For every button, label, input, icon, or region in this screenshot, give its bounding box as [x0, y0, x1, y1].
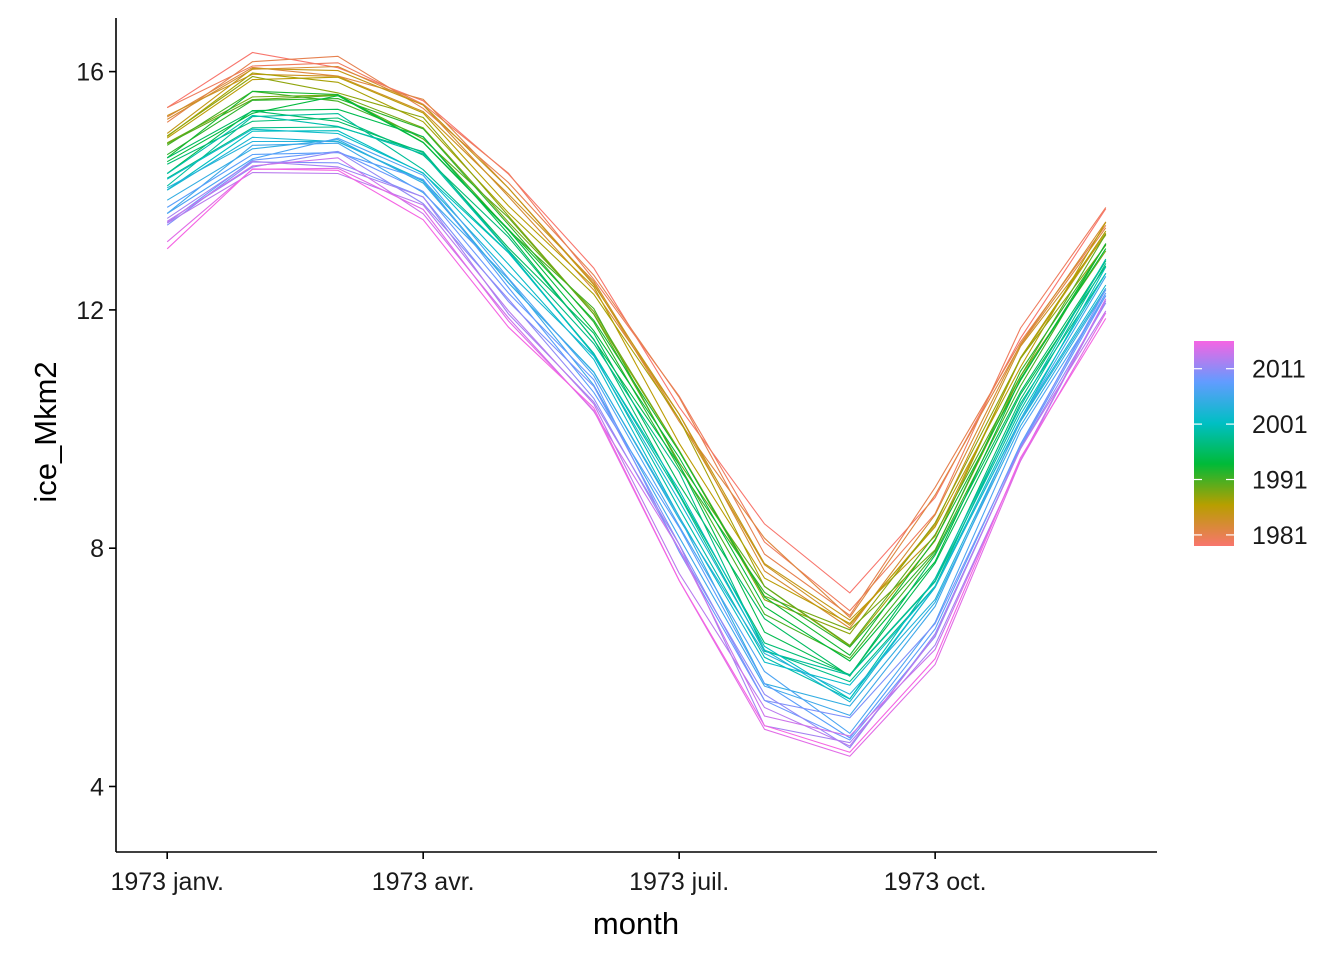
- series-line-2002: [166, 128, 1107, 686]
- legend-ticks: 2011 2001 1991 1981: [1194, 356, 1308, 550]
- x-tick-label: 1973 janv.: [110, 868, 224, 896]
- legend-label: 1991: [1252, 467, 1308, 495]
- legend-label: 1981: [1252, 522, 1308, 550]
- y-axis-title: ice_Mkm2: [28, 361, 63, 502]
- series-line-1988: [166, 75, 1107, 635]
- x-tick-label: 1973 oct.: [884, 868, 987, 896]
- y-tick-label: 12: [76, 297, 104, 325]
- series-line-1980: [166, 62, 1107, 612]
- x-tick-label: 1973 juil.: [629, 868, 729, 896]
- series-line-1994: [166, 95, 1107, 662]
- series-line-1981: [166, 55, 1107, 617]
- series-line-2014: [166, 157, 1107, 737]
- axes: [115, 18, 1157, 853]
- series-line-2004: [166, 140, 1107, 695]
- series-line-1985: [166, 67, 1107, 621]
- y-tick-label: 4: [90, 773, 104, 801]
- series-line-1986: [166, 76, 1107, 625]
- series-line-1998: [166, 126, 1107, 683]
- legend-label: 2011: [1252, 356, 1306, 384]
- x-ticks: 1973 janv. 1973 avr. 1973 juil. 1973 oct.: [110, 852, 987, 896]
- series-line-1990: [166, 94, 1107, 647]
- series-line-2010: [166, 161, 1107, 719]
- series-line-2013: [166, 171, 1107, 747]
- y-tick-label: 8: [90, 535, 104, 563]
- x-tick-label: 1973 avr.: [372, 868, 475, 896]
- series-line-1993: [166, 90, 1107, 656]
- series-line-2003: [166, 136, 1107, 703]
- series-line-1989: [166, 94, 1107, 631]
- series-line-2007: [166, 137, 1107, 735]
- y-tick-label: 16: [76, 59, 104, 87]
- series-line-1999: [166, 113, 1107, 676]
- series-lines: [166, 51, 1107, 757]
- legend-label: 2001: [1252, 411, 1308, 439]
- series-line-2015: [166, 167, 1107, 757]
- series-line-2016: [166, 168, 1107, 753]
- series-line-2000: [166, 114, 1107, 700]
- series-line-1983: [166, 65, 1107, 629]
- series-line-2012: [166, 160, 1107, 744]
- series-line-1991: [166, 90, 1107, 659]
- series-line-2006: [166, 142, 1107, 717]
- series-line-1995: [166, 108, 1107, 676]
- series-line-2001: [166, 130, 1107, 700]
- legend: 2011 2001 1991 1981: [1194, 341, 1308, 550]
- y-ticks: 4 8 12 16: [76, 59, 116, 801]
- x-axis-title: month: [593, 906, 679, 941]
- legend-colorbar: [1194, 341, 1234, 546]
- series-line-1979: [166, 51, 1107, 594]
- series-line-1987: [166, 72, 1107, 647]
- series-line-1982: [166, 66, 1107, 619]
